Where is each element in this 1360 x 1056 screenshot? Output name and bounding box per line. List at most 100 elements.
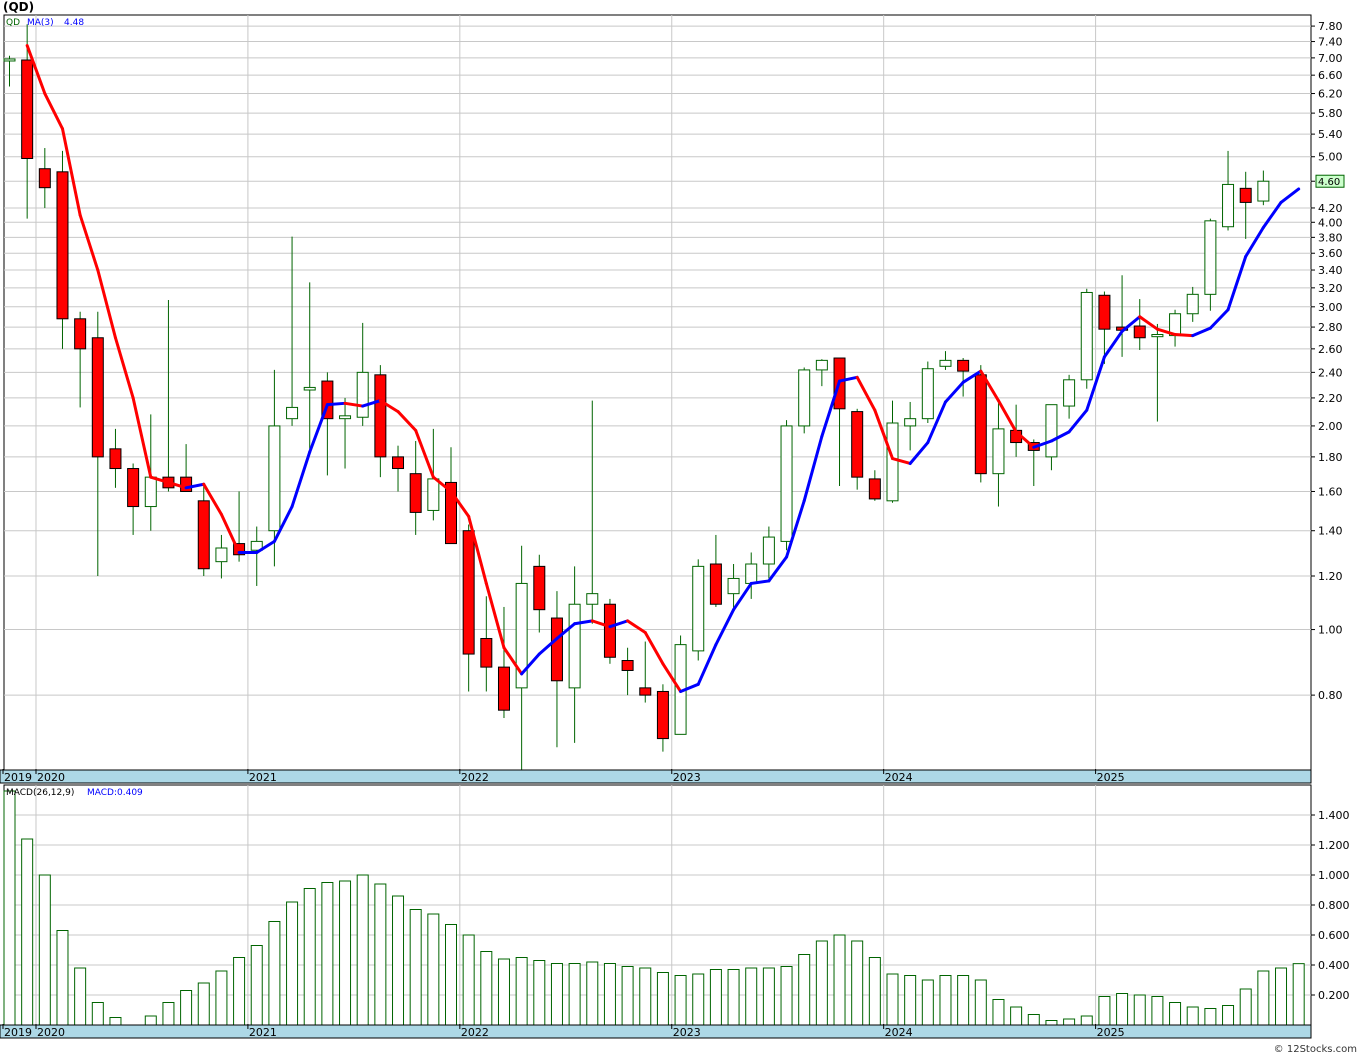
candle-body-down xyxy=(374,374,387,458)
candle xyxy=(180,444,193,492)
macd-bar xyxy=(233,957,246,1026)
candle xyxy=(356,322,369,426)
moving-average-segment xyxy=(1049,430,1071,443)
macd-x-tick-label: 2019 xyxy=(4,1026,32,1039)
candle-body-up xyxy=(144,476,157,508)
macd-bar xyxy=(445,924,457,1026)
price-x-axis-band xyxy=(0,769,1312,784)
price-y-tick-label: 2.60 xyxy=(1318,343,1343,356)
candle-body-down xyxy=(656,690,669,740)
candle xyxy=(250,526,263,586)
candle xyxy=(939,351,952,370)
macd-bar xyxy=(3,790,16,1026)
candle-body-up xyxy=(286,406,299,420)
price-y-tick-label: 5.40 xyxy=(1318,128,1343,141)
macd-bar xyxy=(656,972,669,1026)
macd-bar xyxy=(1186,1006,1199,1026)
price-y-axis: 7.80 7.40 7.00 6.60 6.20 5.80 5.40 5.00 4.60 4.20… xyxy=(1311,20,1343,702)
candle-body-up xyxy=(904,418,917,427)
moving-average-segment xyxy=(1138,315,1159,331)
candle xyxy=(886,400,899,503)
macd-bar xyxy=(1222,1005,1235,1026)
candle xyxy=(462,524,475,692)
candle-body-down xyxy=(91,337,104,458)
candle-body-down xyxy=(462,530,475,655)
candle xyxy=(603,598,616,664)
candle-body-up xyxy=(815,359,828,371)
candle-body-up xyxy=(1151,334,1164,338)
candle-body-up xyxy=(3,58,16,62)
macd-bar xyxy=(21,838,34,1026)
moving-average-segment xyxy=(961,369,983,384)
candle xyxy=(1186,286,1199,322)
moving-average-segment xyxy=(820,379,842,438)
price-y-tick-label: 7.00 xyxy=(1318,52,1343,65)
price-x-axis: 2019 2020 2021 2022 2023 2024 2025 xyxy=(2,769,1125,784)
candle xyxy=(3,55,16,87)
candle xyxy=(38,148,51,208)
candle-body-up xyxy=(780,425,793,542)
macd-bar xyxy=(321,882,334,1026)
price-x-tick-label: 2025 xyxy=(1097,771,1125,784)
legend-ma-value: 4.48 xyxy=(64,18,84,28)
macd-y-tick-label: 0.800 xyxy=(1318,899,1350,912)
moving-average-segment xyxy=(272,505,294,543)
moving-average-segment xyxy=(149,475,170,484)
macd-y-tick-label: 0.600 xyxy=(1318,929,1350,942)
macd-bar xyxy=(392,895,405,1026)
macd-legend-name: MACD(26,12,9) xyxy=(6,788,74,798)
candle xyxy=(1257,170,1270,206)
candle-body-down xyxy=(533,565,546,611)
moving-average-segment xyxy=(661,662,683,693)
macd-bar xyxy=(939,975,952,1026)
price-y-tick-label: 1.00 xyxy=(1318,624,1343,637)
candle-body-up xyxy=(1080,291,1093,381)
price-x-tick-label: 2022 xyxy=(461,771,489,784)
moving-average-segment xyxy=(1244,225,1265,259)
macd-bar xyxy=(815,940,828,1026)
candle-body-down xyxy=(74,318,87,350)
candle xyxy=(974,365,987,483)
candle xyxy=(339,397,352,469)
last-price-tag xyxy=(1315,174,1345,188)
macd-x-tick-label: 2022 xyxy=(461,1026,489,1039)
macd-bar xyxy=(91,1002,104,1026)
candle xyxy=(91,311,104,576)
candle xyxy=(1239,171,1252,239)
candle xyxy=(568,566,581,743)
macd-bar xyxy=(1257,970,1270,1026)
moving-average-segment xyxy=(431,475,453,493)
macd-y-tick-label: 0.400 xyxy=(1318,959,1350,972)
macd-bar xyxy=(692,973,705,1026)
candle-body-down xyxy=(56,171,69,320)
candle-body-up xyxy=(1204,220,1217,295)
candle-body-up xyxy=(215,547,228,563)
moving-average-segment xyxy=(1173,333,1195,338)
macd-bar xyxy=(427,913,440,1026)
candle xyxy=(992,403,1005,507)
moving-average-segment xyxy=(219,512,241,554)
moving-average-segment xyxy=(1191,326,1212,338)
macd-bar xyxy=(515,957,528,1026)
moving-average-segment xyxy=(43,92,64,131)
macd-bar xyxy=(497,958,510,1026)
macd-bar xyxy=(745,967,758,1026)
candle xyxy=(727,564,740,610)
candle-body-down xyxy=(709,563,722,605)
macd-bar xyxy=(286,901,299,1026)
moving-average-segment xyxy=(449,489,471,518)
macd-y-tick-label: 0.200 xyxy=(1318,989,1350,1002)
macd-bar xyxy=(109,1017,122,1026)
candle-body-up xyxy=(427,478,440,511)
price-x-tick-label: 2021 xyxy=(249,771,277,784)
price-y-tick-label: 3.80 xyxy=(1318,231,1343,244)
candle xyxy=(374,365,387,478)
candle xyxy=(692,559,705,661)
macd-bar xyxy=(339,880,352,1026)
candle xyxy=(321,372,334,476)
macd-x-tick-label: 2021 xyxy=(249,1026,277,1039)
moving-average-segment xyxy=(908,441,930,465)
macd-bar xyxy=(162,1002,175,1026)
candle-body-down xyxy=(1098,294,1111,330)
macd-y-tick-label: 1.000 xyxy=(1318,869,1350,882)
